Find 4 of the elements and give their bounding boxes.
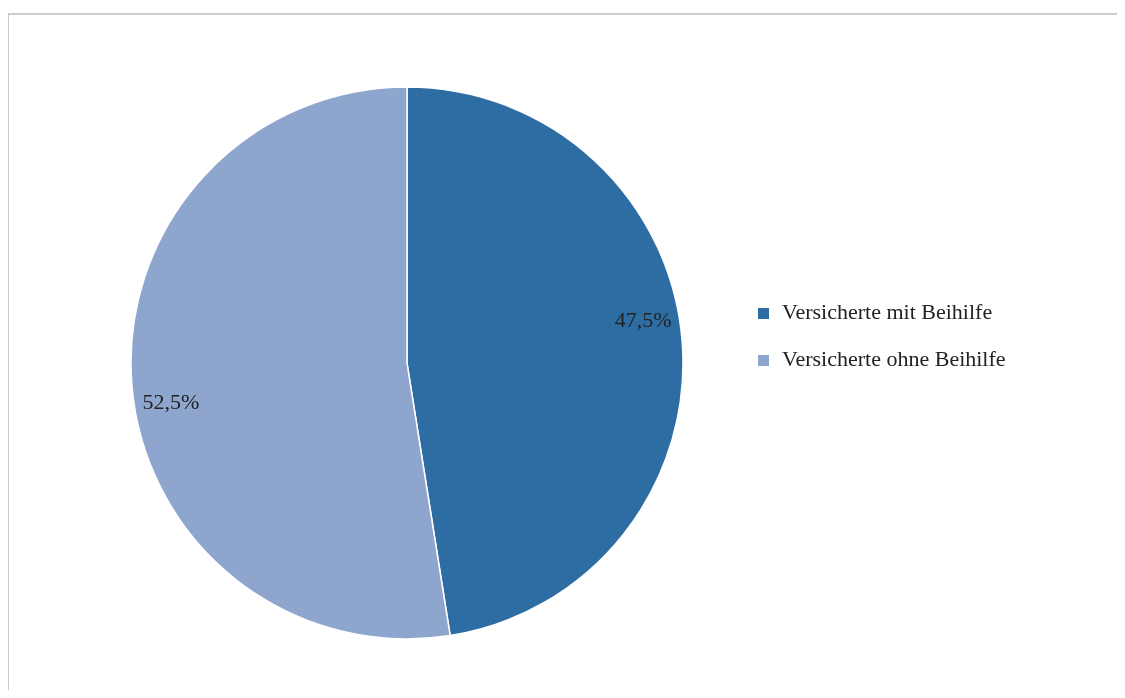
legend-label: Versicherte ohne Beihilfe bbox=[782, 346, 1006, 372]
data-label: 52,5% bbox=[142, 388, 200, 414]
legend-label: Versicherte mit Beihilfe bbox=[782, 299, 993, 325]
data-label: 47,5% bbox=[614, 307, 672, 333]
